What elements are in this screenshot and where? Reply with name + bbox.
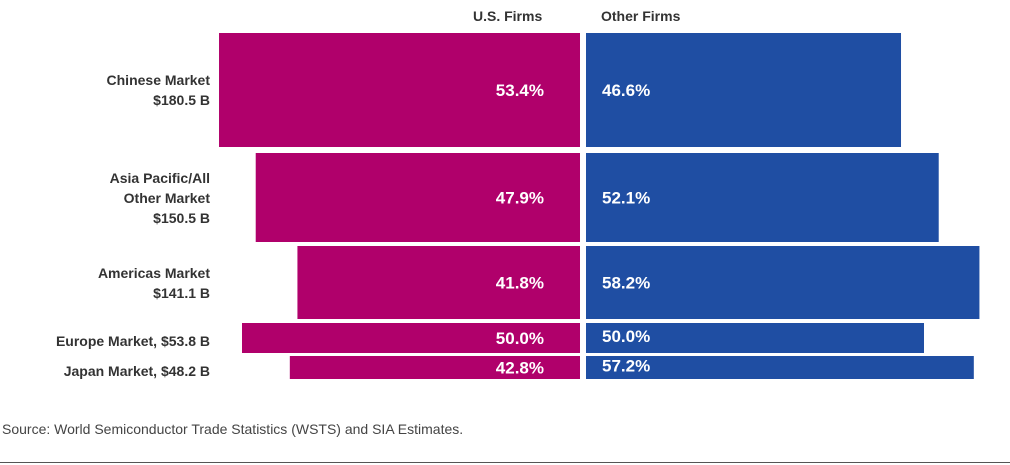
category-label-line: Asia Pacific/All [109,169,210,186]
bar-us-0 [219,33,581,147]
data-label-us-2: 41.8% [496,274,544,293]
bar-us-3 [242,323,580,353]
category-label-4: Japan Market, $48.2 B [0,361,210,381]
category-label-line: Americas Market [97,264,210,281]
bar-other-3 [586,323,924,353]
category-label-line: Chinese Market [106,72,210,88]
category-label-line: $141.1 B [153,284,210,301]
series-header-us-firms: U.S. Firms [473,8,543,24]
bar-other-0 [586,33,902,147]
data-label-other-4: 57.2% [602,357,650,376]
data-label-us-4: 42.8% [496,359,544,378]
data-label-other-0: 46.6% [602,81,650,100]
data-label-us-0: 53.4% [496,81,544,100]
data-label-us-1: 47.9% [496,189,544,208]
bar-other-1 [586,153,939,242]
data-label-us-3: 50.0% [496,329,544,348]
data-label-other-1: 52.1% [602,189,650,208]
category-label-1: Asia Pacific/All Other Market $150.5 B [0,168,210,228]
category-label-line: Other Market [123,189,210,206]
category-label-0: Chinese Market $180.5 B [0,70,210,110]
source-note: Source: World Semiconductor Trade Statis… [2,421,464,437]
bar-other-4 [586,356,974,379]
data-label-other-2: 58.2% [602,274,650,293]
category-label-3: Europe Market, $53.8 B [0,331,210,351]
market-share-chart: 53.4% 46.6% 47.9% 52.1% 41.8% 58.2% 50.0% 50.0%… [219,33,980,379]
category-label-line: $150.5 B [153,209,210,226]
bar-other-2 [586,246,980,319]
category-label-2: Americas Market $141.1 B [0,263,210,303]
series-header-other-firms: Other Firms [601,8,681,24]
bar-us-1 [255,153,581,242]
bottom-rule [0,462,1010,463]
bar-us-4 [289,356,580,379]
bar-us-2 [297,246,580,319]
category-label-line: Japan Market, $48.2 B [63,362,210,379]
data-label-other-3: 50.0% [602,327,650,346]
category-label-line: Europe Market, $53.8 B [55,333,210,349]
category-label-line: $180.5 B [153,92,210,108]
